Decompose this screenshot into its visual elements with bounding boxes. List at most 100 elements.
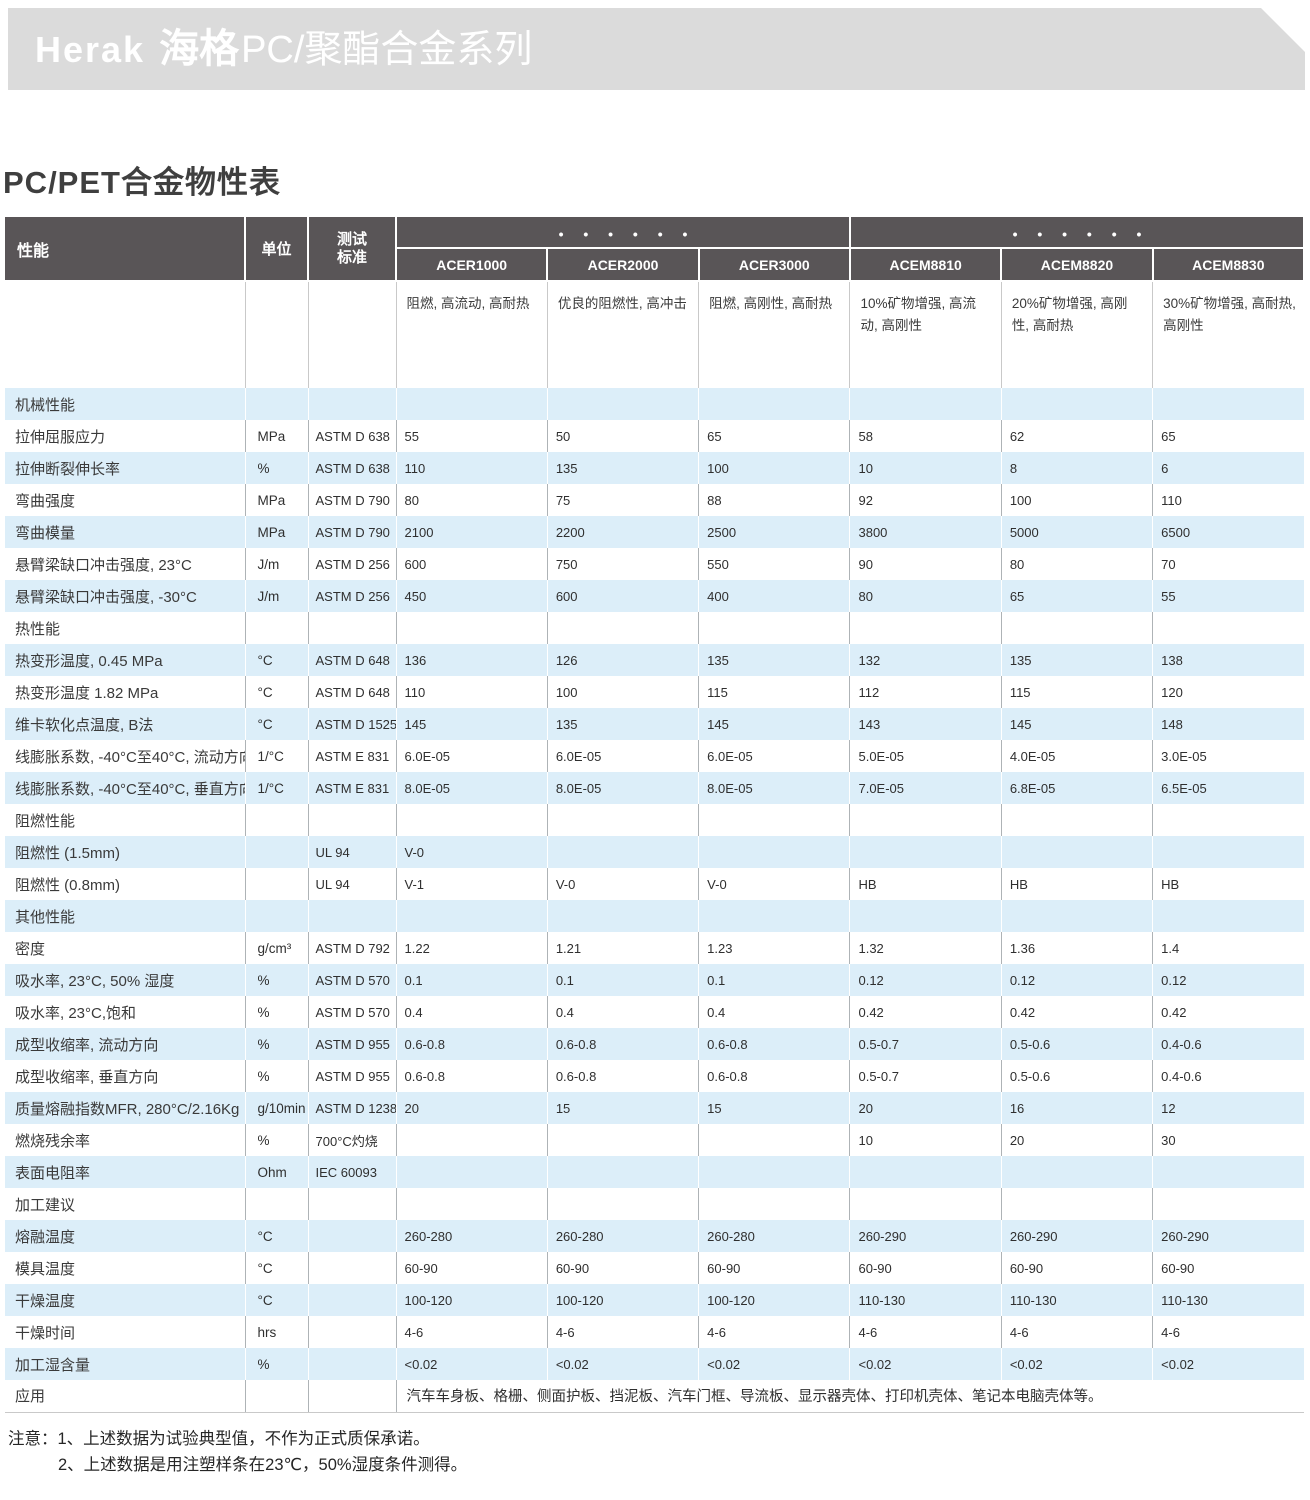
standard-cell: [307, 388, 396, 421]
value-cell: 135: [698, 644, 850, 677]
value-cell: [395, 804, 548, 837]
value-cell: 550: [698, 548, 850, 581]
property-label-cell: 燃烧残余率: [15, 1132, 91, 1150]
value-cell: 2100: [395, 516, 548, 549]
property-label-cell: 线膨胀系数, -40°C至40°C, 垂直方向: [15, 780, 245, 798]
property-label-cell: 维卡软化点温度, B法: [15, 716, 154, 734]
unit-cell: g/10min: [244, 1092, 308, 1125]
value-cell: 260-290: [849, 1220, 1002, 1253]
value-cell: [395, 1156, 548, 1189]
property-label-cell: 表面电阻率: [15, 1164, 91, 1182]
property-label-cell: 阻燃性能: [15, 812, 76, 830]
property-label-cell: 熔融温度: [15, 1228, 76, 1246]
value-cell: 60-90: [395, 1252, 548, 1285]
unit-cell: °C: [244, 1220, 308, 1253]
value-cell: HB: [1000, 868, 1153, 901]
value-cell: <0.02: [395, 1348, 548, 1381]
value-cell: 135: [1000, 644, 1153, 677]
value-cell: 20: [1000, 1124, 1153, 1157]
value-cell: 6.0E-05: [698, 740, 850, 773]
value-cell: 50: [546, 420, 699, 453]
value-cell: [849, 1188, 1002, 1221]
value-cell: 6.0E-05: [395, 740, 548, 773]
product-description: 阻燃, 高流动, 高耐热: [395, 281, 548, 389]
value-cell: [1000, 836, 1153, 869]
product-description: 30%矿物增强, 高耐热, 高刚性: [1152, 281, 1304, 389]
value-cell: 148: [1152, 708, 1304, 741]
value-cell: 16: [1000, 1092, 1153, 1125]
property-label-cell: 加工湿含量: [15, 1356, 91, 1374]
property-label-cell: 加工建议: [15, 1196, 76, 1214]
standard-cell: [307, 612, 396, 645]
unit-cell: [244, 836, 308, 869]
value-cell: 0.6-0.8: [546, 1028, 699, 1061]
section-row: 其他性能: [5, 900, 1304, 933]
value-cell: [849, 900, 1002, 933]
value-cell: [546, 388, 699, 421]
property-label-cell: 线膨胀系数, -40°C至40°C, 流动方向: [15, 748, 245, 766]
table-row: 吸水率, 23°C,饱和% ASTM D 570 0.4 0.4 0.4 0.42 0.42…: [5, 996, 1304, 1029]
value-cell: HB: [1152, 868, 1304, 901]
value-cell: 0.4-0.6: [1152, 1060, 1304, 1093]
section-row: 加工建议: [5, 1188, 1304, 1221]
footnotes: 注意：1、上述数据为试验典型值，不作为正式质保承诺。 2、上述数据是用注塑样条在…: [8, 1426, 1310, 1479]
value-cell: [1152, 1156, 1304, 1189]
value-cell: 0.12: [1000, 964, 1153, 997]
empty-cell: [244, 281, 308, 389]
value-cell: 88: [698, 484, 850, 517]
table-row: 模具温度 °C 60-90 60-90 60-90 60-90 60-90 60-90: [5, 1252, 1304, 1285]
value-cell: 110: [395, 676, 548, 709]
standard-cell: [307, 1252, 396, 1285]
value-cell: [546, 612, 699, 645]
value-cell: [1000, 612, 1153, 645]
column-header-unit: 单位: [244, 215, 309, 283]
value-cell: [1000, 1188, 1153, 1221]
value-cell: [395, 388, 548, 421]
unit-cell: J/m: [244, 548, 308, 581]
value-cell: 0.42: [1152, 996, 1304, 1029]
value-cell: 62: [1000, 420, 1153, 453]
value-cell: 260-280: [698, 1220, 850, 1253]
value-cell: V-1: [395, 868, 548, 901]
value-cell: 260-290: [1000, 1220, 1153, 1253]
standard-cell: [307, 1188, 396, 1221]
value-cell: 0.6-0.8: [395, 1028, 548, 1061]
unit-cell: °C: [244, 708, 308, 741]
table-body: 机械性能 拉伸屈服应力 MPa ASTM D 638 55 50 65 58 62 65 拉伸断裂伸…: [5, 388, 1304, 1413]
unit-cell: °C: [244, 1252, 308, 1285]
value-cell: 0.6-0.8: [546, 1060, 699, 1093]
column-header-product: ACER3000: [697, 247, 851, 283]
unit-cell: [244, 1380, 308, 1413]
value-cell: 126: [546, 644, 699, 677]
property-label-cell: 干燥时间: [15, 1324, 76, 1342]
unit-cell: MPa: [244, 484, 308, 517]
value-cell: [698, 836, 850, 869]
table-row: 热变形温度, 0.45 MPa °C ASTM D 648 136 126 135 132 1…: [5, 644, 1304, 677]
unit-cell: %: [244, 1348, 308, 1381]
standard-cell: ASTM D 792: [307, 932, 396, 965]
value-cell: 120: [1152, 676, 1304, 709]
unit-cell: °C: [244, 644, 308, 677]
value-cell: 75: [546, 484, 699, 517]
value-cell: 15: [698, 1092, 850, 1125]
value-cell: V-0: [546, 868, 699, 901]
table-row: 阻燃性 (1.5mm) UL 94 V-0: [5, 836, 1304, 869]
value-cell: 65: [698, 420, 850, 453]
value-cell: 12: [1152, 1092, 1304, 1125]
value-cell: [546, 1156, 699, 1189]
value-cell: V-0: [698, 868, 850, 901]
standard-cell: [307, 1220, 396, 1253]
product-description: 阻燃, 高刚性, 高耐热: [698, 281, 850, 389]
value-cell: 260-280: [395, 1220, 548, 1253]
value-cell: 60-90: [849, 1252, 1002, 1285]
value-cell: <0.02: [1152, 1348, 1304, 1381]
value-cell: [546, 1188, 699, 1221]
property-label-cell: 拉伸断裂伸长率: [15, 460, 121, 478]
value-cell: [698, 1124, 850, 1157]
unit-cell: MPa: [244, 516, 308, 549]
value-cell: 0.12: [1152, 964, 1304, 997]
section-row: 机械性能: [5, 388, 1304, 421]
value-cell: [1152, 612, 1304, 645]
value-cell: 110-130: [1000, 1284, 1153, 1317]
value-cell: <0.02: [546, 1348, 699, 1381]
